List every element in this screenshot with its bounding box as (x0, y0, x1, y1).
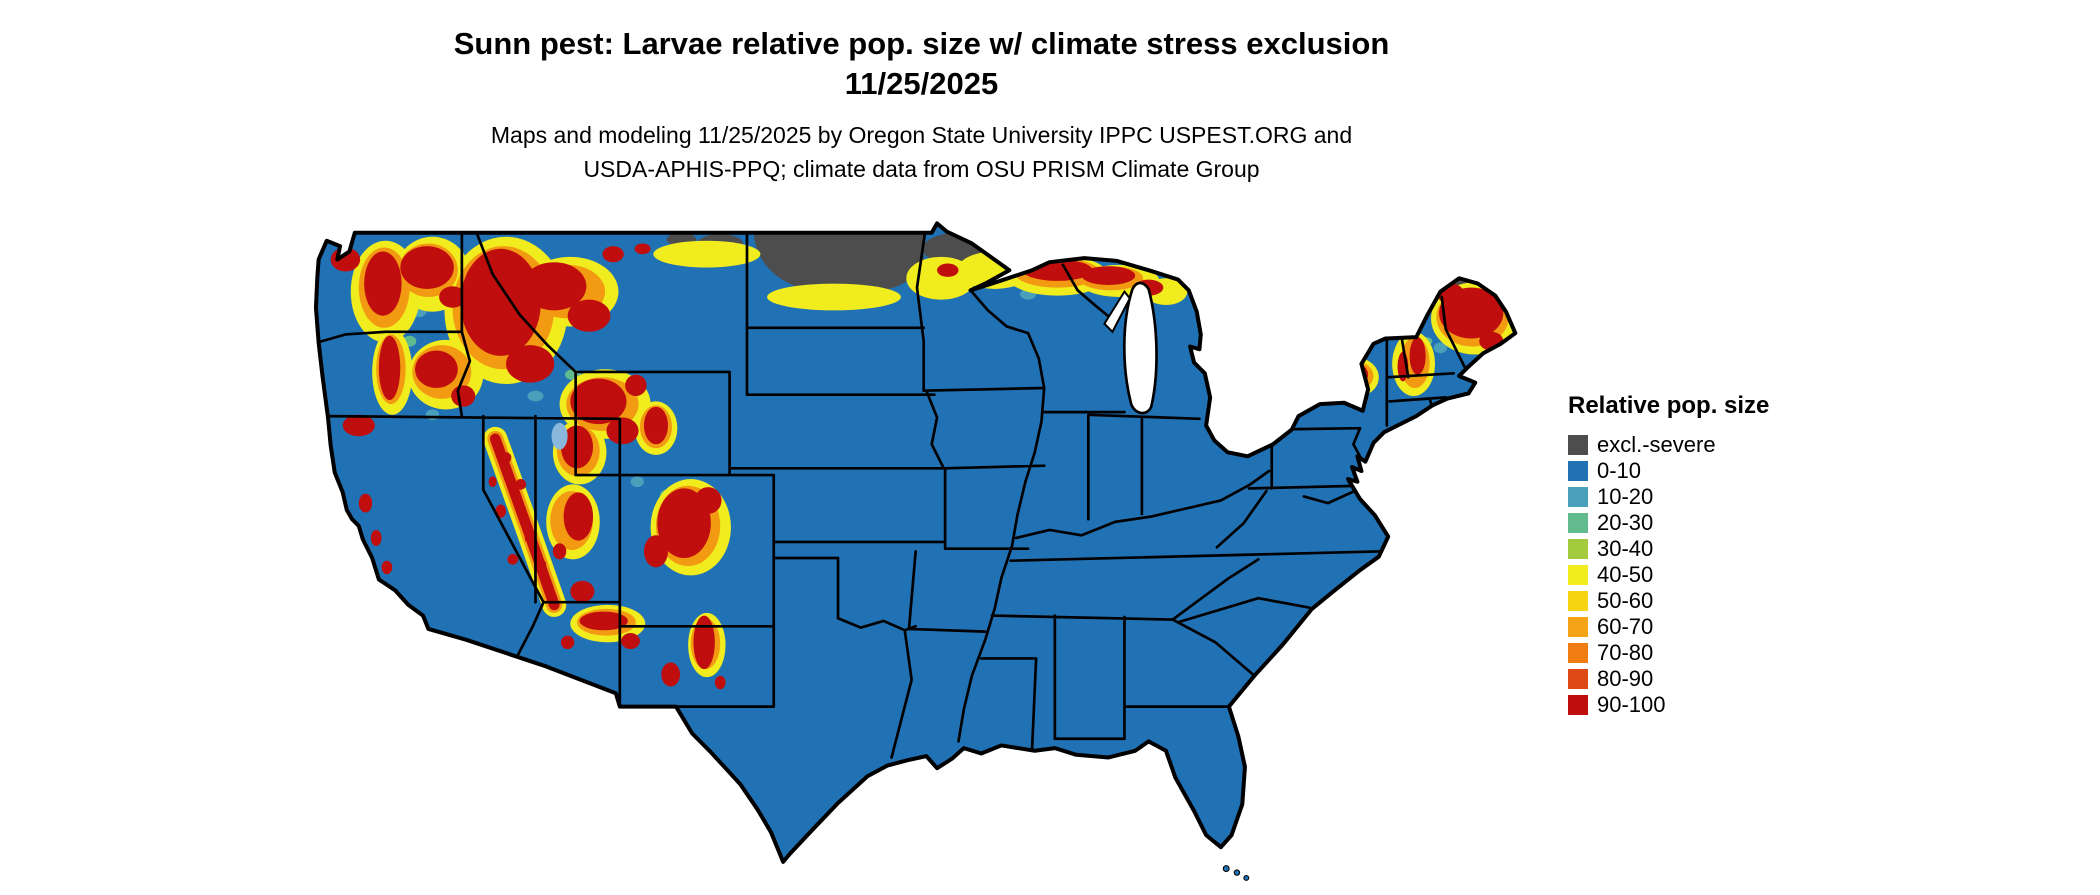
legend-swatch (1568, 564, 1588, 585)
legend-label: 80-90 (1597, 665, 1654, 691)
legend-item: 30-40 (1568, 536, 1769, 561)
legend-item: 40-50 (1568, 562, 1769, 587)
legend-item: 20-30 (1568, 510, 1769, 535)
legend-label: 10-20 (1597, 483, 1654, 509)
great-salt-lake (551, 422, 568, 450)
legend-label: 20-30 (1597, 509, 1654, 535)
legend-swatch (1568, 460, 1588, 481)
lake-michigan (1122, 281, 1158, 415)
map-subtitle: Maps and modeling 11/25/2025 by Oregon S… (0, 118, 1843, 186)
legend-label: 50-60 (1597, 587, 1654, 613)
legend-item: 80-90 (1568, 666, 1769, 691)
legend-item: 60-70 (1568, 614, 1769, 639)
legend-item: 90-100 (1568, 692, 1769, 717)
legend-label: 70-80 (1597, 639, 1654, 665)
legend-swatch (1568, 538, 1588, 559)
legend-label: 0-10 (1597, 457, 1642, 483)
state-borders (315, 231, 1466, 759)
figure-header: Sunn pest: Larvae relative pop. size w/ … (0, 24, 1843, 186)
legend-swatch (1568, 434, 1588, 455)
legend-label: 90-100 (1597, 691, 1666, 717)
us-map (305, 214, 1533, 881)
legend-swatch (1568, 590, 1588, 611)
legend-swatch (1568, 486, 1588, 507)
legend-swatch (1568, 694, 1588, 715)
great-lakes-water (1103, 281, 1158, 415)
legend-item: excl.-severe (1568, 432, 1769, 457)
map-legend: Relative pop. size excl.-severe 0-10 10-… (1568, 392, 1769, 718)
raster-overlays (315, 231, 1516, 759)
green-bay (1103, 289, 1132, 334)
legend-swatch (1568, 668, 1588, 689)
map-title-line1: Sunn pest: Larvae relative pop. size w/ … (453, 26, 1390, 61)
legend-swatch (1568, 642, 1588, 663)
us-map-container (305, 214, 1533, 890)
legend-item: 10-20 (1568, 484, 1769, 509)
map-title-date: 11/25/2025 (844, 66, 999, 101)
legend-item: 0-10 (1568, 458, 1769, 483)
legend-title: Relative pop. size (1568, 392, 1770, 419)
map-subtitle-line2: USDA-APHIS-PPQ; climate data from OSU PR… (583, 156, 1260, 182)
map-subtitle-line1: Maps and modeling 11/25/2025 by Oregon S… (490, 122, 1353, 148)
legend-label: 40-50 (1597, 561, 1654, 587)
legend-label: 60-70 (1597, 613, 1654, 639)
legend-item: 50-60 (1568, 588, 1769, 613)
legend-item: 70-80 (1568, 640, 1769, 665)
legend-swatch (1568, 616, 1588, 637)
legend-swatch (1568, 512, 1588, 533)
legend-label: 30-40 (1597, 535, 1654, 561)
legend-label: excl.-severe (1597, 431, 1716, 457)
florida-keys (1222, 865, 1250, 881)
